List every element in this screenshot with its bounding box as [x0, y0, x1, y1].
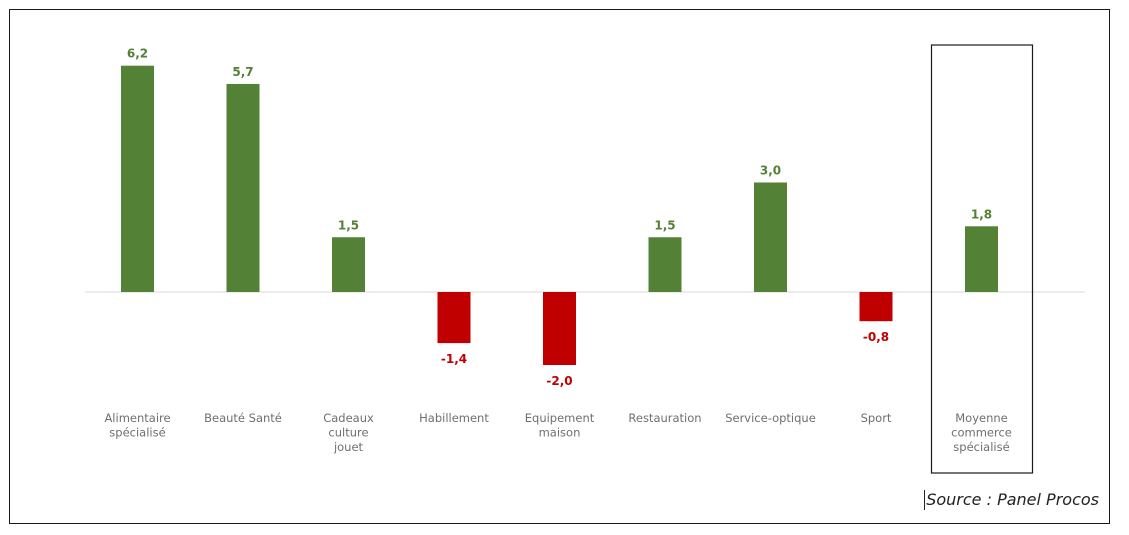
bar — [648, 237, 682, 292]
bar — [121, 65, 154, 292]
data-label: -1,4 — [441, 352, 467, 366]
category-label: Alimentaire spécialisé — [104, 411, 170, 440]
bar — [226, 83, 260, 292]
bar — [543, 292, 576, 365]
source-caption: Source : Panel Procos — [924, 490, 1099, 510]
bar — [437, 292, 471, 344]
data-label: 1,5 — [338, 218, 359, 232]
highlight-box — [930, 44, 1034, 474]
data-label: 5,7 — [232, 65, 253, 79]
category-label: Service-optique — [725, 411, 816, 425]
data-label: 6,2 — [127, 47, 148, 61]
category-label: Sport — [861, 411, 892, 425]
data-label: -2,0 — [546, 374, 572, 388]
category-label: Habillement — [419, 411, 489, 425]
bar — [859, 292, 893, 322]
bar — [332, 237, 365, 292]
category-label: Cadeaux culture jouet — [323, 411, 374, 454]
category-label: Restauration — [628, 411, 701, 425]
bar — [754, 182, 787, 292]
data-label: -0,8 — [863, 330, 889, 344]
category-label: Moyenne commerce spécialisé — [951, 411, 1012, 454]
bar — [965, 226, 998, 292]
data-label: 1,5 — [654, 218, 675, 232]
chart-frame — [9, 9, 1110, 524]
data-label: 1,8 — [971, 207, 992, 221]
data-label: 3,0 — [760, 164, 781, 178]
category-label: Beauté Santé — [204, 411, 282, 425]
category-label: Equipement maison — [525, 411, 595, 440]
